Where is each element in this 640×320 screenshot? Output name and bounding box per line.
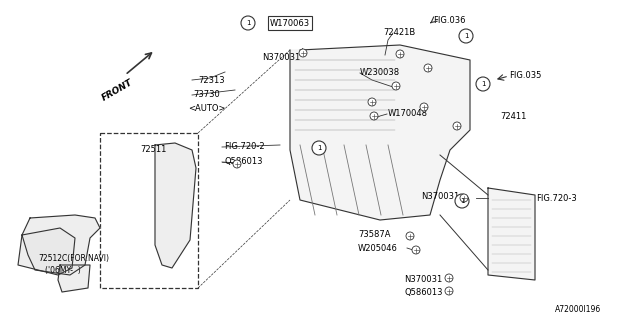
- Circle shape: [459, 29, 473, 43]
- Polygon shape: [22, 215, 100, 275]
- Circle shape: [476, 77, 490, 91]
- Circle shape: [460, 194, 468, 202]
- Text: 72511: 72511: [140, 145, 166, 154]
- Text: ('06MY-  ): ('06MY- ): [45, 267, 81, 276]
- Text: 1: 1: [481, 81, 485, 87]
- Text: W170063: W170063: [270, 19, 310, 28]
- Text: 72512C(FOR.NAVI): 72512C(FOR.NAVI): [38, 254, 109, 263]
- Text: 73730: 73730: [193, 90, 220, 99]
- Text: 72313: 72313: [198, 76, 225, 84]
- Circle shape: [445, 274, 453, 282]
- Text: 73587A: 73587A: [358, 229, 390, 238]
- Text: FIG.035: FIG.035: [509, 70, 541, 79]
- Circle shape: [370, 112, 378, 120]
- Text: N370031: N370031: [404, 275, 442, 284]
- Circle shape: [368, 98, 376, 106]
- Text: Q586013: Q586013: [224, 156, 262, 165]
- Text: FIG.720-2: FIG.720-2: [224, 141, 264, 150]
- Text: 72411: 72411: [500, 111, 526, 121]
- Circle shape: [412, 246, 420, 254]
- Text: FIG.720-3: FIG.720-3: [536, 194, 577, 203]
- Circle shape: [455, 194, 469, 208]
- Text: W205046: W205046: [358, 244, 398, 252]
- Text: 1: 1: [464, 33, 468, 39]
- Text: N370031: N370031: [421, 191, 460, 201]
- Circle shape: [299, 49, 307, 57]
- Text: W170048: W170048: [388, 108, 428, 117]
- Bar: [100, 133, 198, 288]
- Polygon shape: [290, 45, 470, 220]
- Polygon shape: [58, 265, 90, 292]
- Circle shape: [396, 50, 404, 58]
- Circle shape: [453, 122, 461, 130]
- Text: Q586013: Q586013: [404, 287, 442, 297]
- Text: <AUTO>: <AUTO>: [188, 103, 225, 113]
- Text: FRONT: FRONT: [100, 78, 134, 103]
- Circle shape: [420, 103, 428, 111]
- Circle shape: [445, 287, 453, 295]
- Text: W230038: W230038: [360, 68, 400, 76]
- Circle shape: [424, 64, 432, 72]
- Polygon shape: [488, 188, 535, 280]
- Text: 72421B: 72421B: [383, 28, 415, 36]
- Text: 1: 1: [317, 145, 321, 151]
- Circle shape: [241, 16, 255, 30]
- Circle shape: [312, 141, 326, 155]
- Text: A72000I196: A72000I196: [555, 305, 601, 314]
- Polygon shape: [18, 228, 75, 275]
- Circle shape: [392, 82, 400, 90]
- Text: N370031: N370031: [262, 52, 300, 61]
- Text: 1: 1: [460, 198, 464, 204]
- Text: FIG.036: FIG.036: [433, 15, 465, 25]
- Circle shape: [233, 160, 241, 168]
- Polygon shape: [155, 143, 196, 268]
- Text: 1: 1: [246, 20, 250, 26]
- Circle shape: [406, 232, 414, 240]
